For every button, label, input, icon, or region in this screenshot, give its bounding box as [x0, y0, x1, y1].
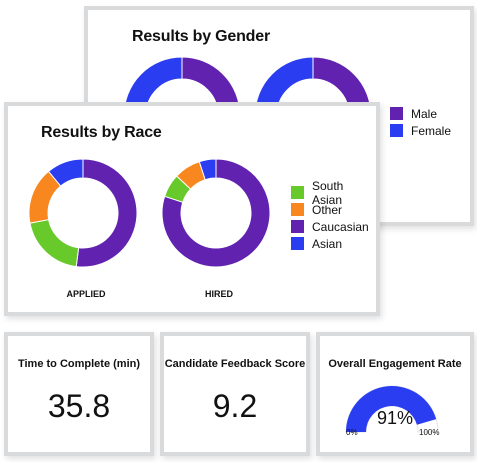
legend-item-other: Other [291, 201, 376, 218]
legend-swatch-south-asian [291, 186, 304, 199]
legend-swatch-asian [291, 237, 304, 250]
legend-swatch-female [390, 124, 403, 137]
legend-label-caucasian: Caucasian [312, 219, 369, 234]
hired-donut-slice-caucasian [161, 158, 271, 268]
gauge-min-label: 0% [346, 428, 358, 437]
gender-chart-title: Results by Gender [132, 28, 270, 45]
applied-donut-slice-asian [47, 158, 84, 187]
time-to-complete-label: Time to Complete (min) [17, 358, 141, 370]
candidate-feedback-label: Candidate Feedback Score [164, 358, 306, 370]
donut-caption-hired: HIRED [204, 289, 233, 299]
time-to-complete-value: 35.8 [47, 388, 111, 424]
engagement-gauge [345, 385, 439, 433]
legend-swatch-other [291, 203, 304, 216]
time-to-complete-card: Time to Complete (min) 35.8 [4, 332, 154, 456]
legend-item-male: Male [390, 105, 451, 122]
legend-item-caucasian: Caucasian [291, 218, 376, 235]
legend-item-female: Female [390, 122, 451, 139]
gender-legend: Male Female [390, 105, 451, 139]
race-donut-charts [28, 158, 271, 268]
engagement-rate-card: Overall Engagement Rate 91% 0% 100% [316, 332, 474, 456]
candidate-feedback-value: 9.2 [212, 388, 258, 424]
legend-swatch-caucasian [291, 220, 304, 233]
legend-label-female: Female [411, 123, 452, 138]
race-chart-title: Results by Race [41, 124, 162, 141]
legend-swatch-male [390, 107, 403, 120]
legend-label-male: Male [411, 106, 438, 121]
legend-label-asian: Asian [312, 236, 343, 251]
race-results-card: Results by Race APPLIED HIRED South Asia… [4, 102, 380, 316]
legend-label-other: Other [312, 202, 343, 217]
candidate-feedback-card: Candidate Feedback Score 9.2 [160, 332, 310, 456]
legend-item-asian: Asian [291, 235, 376, 252]
applied-donut-slice-caucasian [75, 158, 138, 268]
hired-donut-slice-asian [198, 158, 217, 181]
gauge-fill [346, 386, 437, 432]
applied-donut-slice-south-asian [29, 218, 80, 268]
donut-caption-applied: APPLIED [66, 289, 106, 299]
engagement-rate-value: 91% [376, 408, 414, 428]
gauge-max-label: 100% [419, 428, 440, 437]
legend-label-south-asian: South Asian [312, 178, 344, 207]
legend-item-south-asian: South Asian [291, 179, 376, 207]
engagement-rate-label: Overall Engagement Rate [328, 358, 462, 370]
race-legend: South Asian Other Caucasian Asian [291, 179, 376, 252]
